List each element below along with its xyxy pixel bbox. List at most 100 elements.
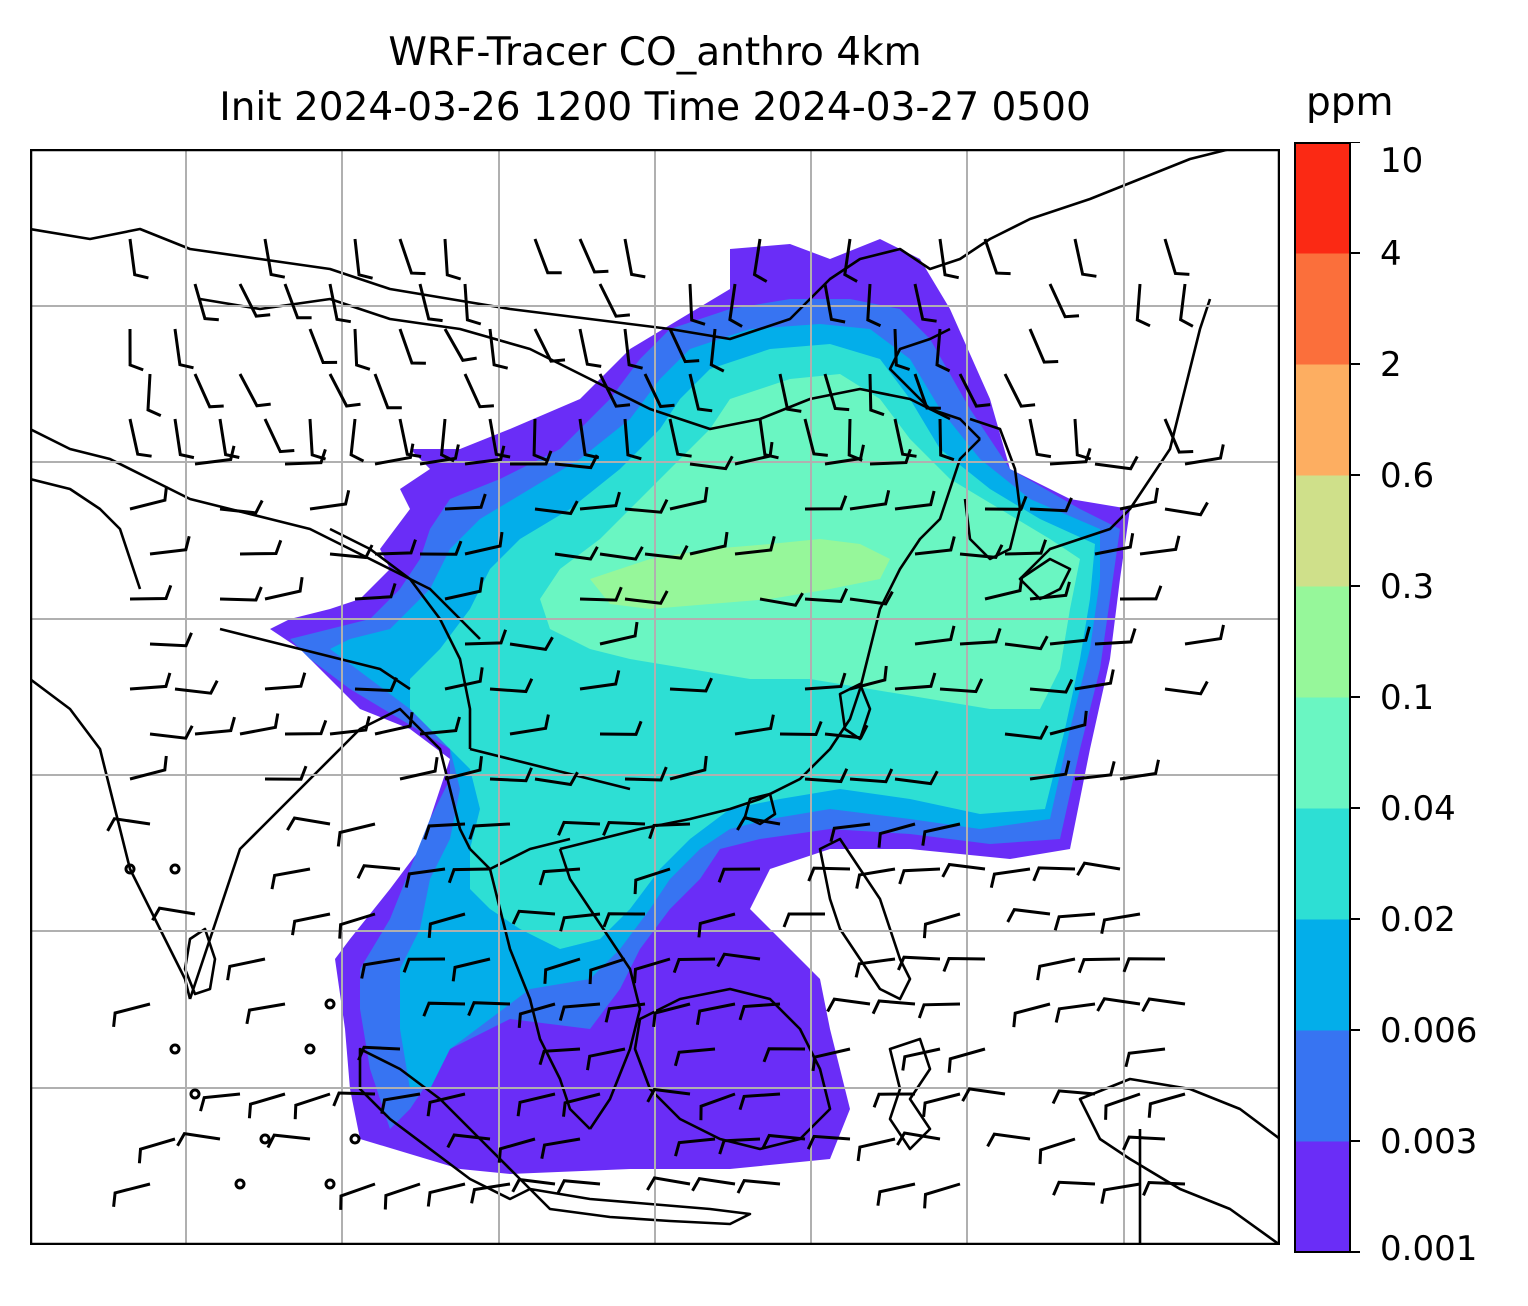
- wind-barb: [149, 632, 193, 648]
- coast-india-west: [30, 677, 192, 1000]
- wind-barb: [806, 1134, 851, 1150]
- wind-barb: [1077, 957, 1121, 974]
- wind-barb: [604, 1002, 646, 1023]
- wind-barb: [669, 677, 713, 693]
- wind-barb: [898, 867, 941, 885]
- wind-barb: [824, 724, 869, 740]
- wind-barb: [804, 768, 849, 784]
- wind-barb: [1100, 1182, 1141, 1204]
- wind-barb: [917, 1002, 961, 1019]
- wind-barb: [1074, 761, 1116, 781]
- coast-indochina: [469, 848, 591, 1130]
- wind-barb: [511, 909, 556, 925]
- wind-barb: [373, 373, 402, 410]
- wind-barb: [286, 816, 331, 831]
- coast-japan: [1019, 298, 1212, 580]
- wind-barb: [509, 636, 554, 652]
- wind-barb: [1038, 1137, 1076, 1165]
- wind-barb: [736, 1179, 781, 1194]
- colorbar-band: [1294, 808, 1350, 920]
- wind-barb: [586, 1047, 626, 1071]
- wind-barb: [199, 1092, 241, 1112]
- wind-barb: [557, 820, 601, 836]
- wind-barb: [426, 1182, 466, 1207]
- wind-barb: [533, 238, 562, 275]
- coast-east-china: [858, 438, 981, 690]
- calm-marker: [169, 863, 181, 875]
- wind-barb: [579, 670, 621, 691]
- wind-barb: [239, 539, 283, 556]
- wind-barb: [559, 912, 601, 932]
- colorbar-tick-label: 0.3: [1380, 567, 1434, 607]
- wind-barb: [1029, 497, 1073, 513]
- wind-barb: [871, 999, 916, 1015]
- wind-barb: [463, 373, 494, 409]
- wind-barb: [782, 912, 825, 928]
- wind-barb: [807, 866, 851, 882]
- colorbar-band: [1294, 253, 1350, 365]
- wind-barb: [688, 373, 713, 413]
- wind-barb: [444, 667, 484, 691]
- wind-barb: [427, 912, 466, 939]
- wind-barb: [1184, 624, 1225, 646]
- wind-barb: [464, 629, 508, 646]
- wind-barb: [854, 957, 896, 978]
- wind-barb: [1004, 539, 1048, 556]
- wind-barb: [464, 531, 504, 556]
- wind-barb: [374, 711, 414, 736]
- wind-barb: [219, 499, 264, 515]
- wind-barb: [533, 328, 566, 363]
- wind-barb: [623, 238, 646, 279]
- wind-barb: [697, 912, 736, 938]
- wind-barb: [717, 867, 761, 883]
- wind-barb: [1096, 997, 1141, 1012]
- wind-barb: [876, 1182, 916, 1206]
- wind-barb: [1139, 535, 1181, 556]
- wind-barb: [247, 1092, 286, 1119]
- colorbar-band: [1294, 1141, 1350, 1253]
- wind-barb: [922, 912, 961, 939]
- wind-barb: [1104, 1092, 1141, 1120]
- wind-barb: [598, 283, 631, 318]
- wind-barb: [332, 1091, 376, 1107]
- wind-barb: [293, 1092, 331, 1120]
- wind-barb: [463, 283, 482, 326]
- wind-barb: [511, 1177, 556, 1193]
- wind-barb: [357, 1045, 401, 1061]
- wind-barb: [674, 1137, 716, 1157]
- wind-barb: [669, 486, 709, 511]
- wind-barb: [398, 238, 426, 276]
- colorbar-tick-label: 4: [1380, 234, 1402, 274]
- wind-barb: [426, 1092, 466, 1117]
- wind-barb: [579, 586, 623, 602]
- wind-barbs: [106, 238, 1225, 1210]
- wind-barb: [284, 719, 328, 736]
- wind-barb: [752, 238, 768, 283]
- wind-barb: [149, 535, 191, 556]
- wind-barb: [112, 1002, 151, 1028]
- wind-barb: [558, 1002, 601, 1021]
- wind-barb: [579, 491, 621, 511]
- colorbar-band: [1294, 1030, 1350, 1142]
- wind-barb: [419, 716, 461, 736]
- wind-barb: [1074, 669, 1115, 691]
- wind-barb: [901, 1047, 941, 1071]
- map-gridlines: [30, 149, 1280, 1245]
- wind-barb: [738, 1092, 781, 1111]
- wind-barb: [129, 672, 172, 691]
- wind-barb: [128, 328, 144, 372]
- wind-barb: [467, 1001, 511, 1017]
- colorbar-tick-label: 0.1: [1380, 678, 1434, 718]
- coast-south-china: [559, 688, 862, 851]
- colorbar-tick-label: 0.001: [1380, 1229, 1477, 1262]
- wind-barb: [736, 816, 781, 831]
- wind-barb: [398, 418, 422, 458]
- wind-barb: [1100, 912, 1141, 934]
- wind-barb: [728, 283, 743, 328]
- wind-barb: [517, 1002, 556, 1029]
- wind-barb: [532, 418, 548, 462]
- colorbar-band: [1294, 475, 1350, 587]
- wind-barb: [470, 1182, 511, 1204]
- wind-barb: [578, 238, 609, 274]
- calm-marker: [324, 1178, 336, 1190]
